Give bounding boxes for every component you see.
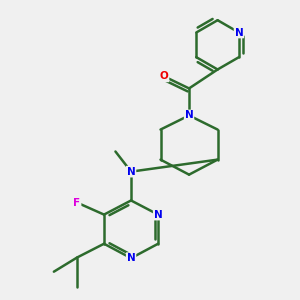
Text: N: N [154,210,163,220]
Text: N: N [127,253,135,263]
Text: N: N [127,167,135,177]
Text: F: F [74,198,81,208]
Text: N: N [185,110,194,120]
Text: N: N [235,28,243,38]
Text: O: O [160,71,169,81]
